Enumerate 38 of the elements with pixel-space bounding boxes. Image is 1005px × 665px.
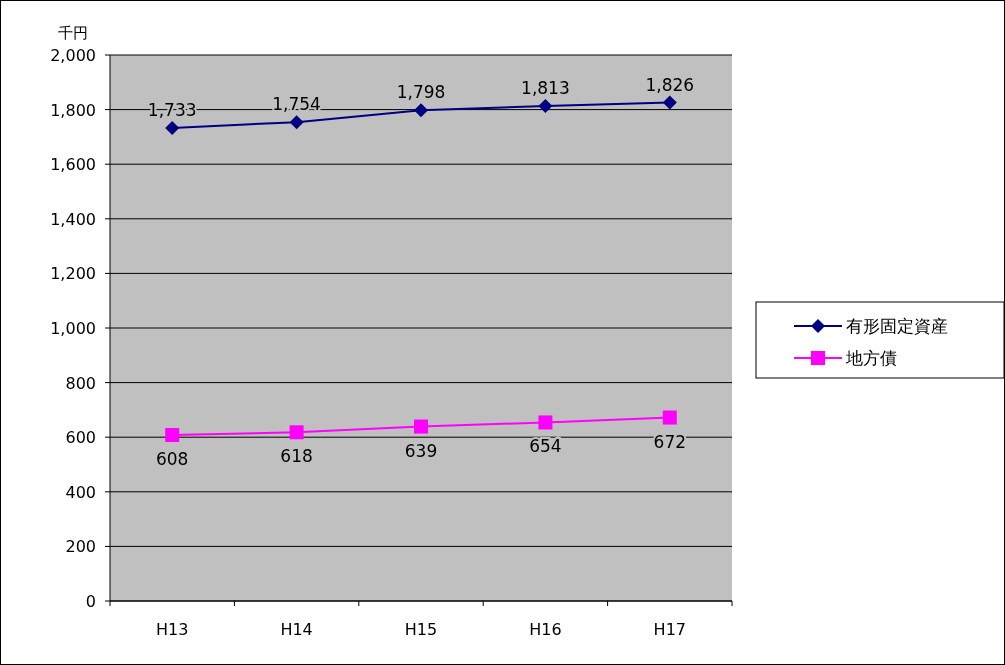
- y-tick-label: 0: [85, 592, 96, 611]
- legend-label: 地方債: [845, 348, 897, 368]
- y-tick-label: 1,400: [50, 209, 96, 229]
- x-tick-label: H17: [653, 620, 686, 639]
- y-tick-label: 1,200: [50, 264, 96, 284]
- data-label: 1,754: [272, 94, 321, 115]
- y-tick-label: 1,000: [50, 319, 96, 338]
- y-tick-label: 400: [65, 482, 96, 502]
- y-tick-label: 600: [65, 428, 96, 448]
- point: [414, 103, 428, 118]
- data-label: 1,826: [645, 74, 695, 95]
- x-tick-label: H16: [529, 620, 562, 639]
- point: [538, 415, 553, 430]
- point: [414, 419, 428, 434]
- point: [289, 115, 304, 130]
- y-tick-label: 200: [65, 537, 96, 557]
- point: [662, 410, 677, 425]
- data-label: 639: [404, 440, 438, 461]
- y-tick-label: 2,000: [50, 46, 96, 65]
- data-label: 672: [653, 431, 687, 452]
- legend-label: 有形固定資産: [846, 316, 948, 336]
- point: [289, 425, 304, 440]
- y-axis-title: 千円: [58, 24, 88, 42]
- x-tick-label: H15: [404, 620, 438, 639]
- data-label: 1,813: [521, 78, 570, 99]
- x-tick-label: H14: [280, 620, 313, 639]
- data-label: 1,798: [396, 82, 446, 103]
- point: [538, 99, 553, 114]
- x-tick-label: H13: [156, 620, 189, 639]
- point: [165, 120, 180, 135]
- y-tick-label: 1,600: [50, 155, 96, 175]
- data-label: 608: [155, 449, 189, 470]
- data-label: 618: [280, 446, 313, 467]
- point: [165, 428, 180, 443]
- data-label: 654: [529, 436, 562, 457]
- y-tick-label: 1,800: [50, 100, 96, 120]
- point: [662, 95, 677, 110]
- y-tick-label: 800: [65, 373, 96, 393]
